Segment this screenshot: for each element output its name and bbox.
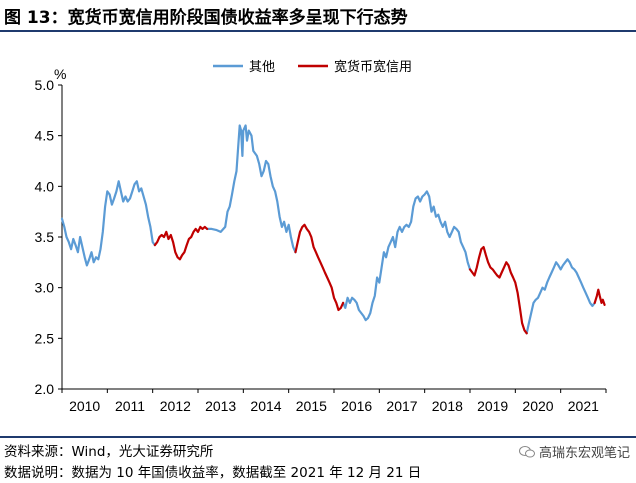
title-rule <box>0 30 636 32</box>
watermark: 高瑞东宏观笔记 <box>518 442 630 461</box>
legend-label: 宽货币宽信用 <box>334 59 412 75</box>
data-note: 数据说明：数据为 10 年国债收益率，数据截至 2021 年 12 月 21 日 <box>4 465 422 481</box>
watermark-text: 高瑞东宏观笔记 <box>538 446 630 461</box>
x-tick-label: 2018 <box>432 398 463 414</box>
series-line-other <box>342 190 472 322</box>
x-tick-label: 2015 <box>296 398 327 414</box>
x-tick-label: 2020 <box>522 398 553 414</box>
y-tick-label: 5.0 <box>35 77 55 93</box>
wechat-icon <box>518 445 535 457</box>
legend-label: 其他 <box>249 60 275 75</box>
figure-title: 图 13：宽货币宽信用阶段国债收益率多呈现下行态势 <box>4 8 408 28</box>
y-tick-label: 3.5 <box>35 229 55 245</box>
series-line-easing <box>593 288 606 306</box>
y-unit-label: % <box>54 66 66 82</box>
line-chart: 2.0 2.5 3.0 3.5 4.0 4.5 5.0% 2010 2011 2012 2013 20… <box>35 59 607 414</box>
y-tick-label: 2.5 <box>35 330 55 346</box>
series-line-easing <box>294 223 345 312</box>
x-tick-label: 2010 <box>69 398 100 414</box>
y-tick-label: 3.0 <box>35 280 55 296</box>
axes: 2.0 2.5 3.0 3.5 4.0 4.5 5.0% 2010 2011 2012 2013 20… <box>35 66 607 414</box>
series-line-easing <box>153 225 209 261</box>
x-tick-label: 2017 <box>386 398 417 414</box>
series-line-easing <box>468 246 528 335</box>
source-note: 资料来源：Wind，光大证券研究所 <box>4 444 214 460</box>
series-layer <box>60 124 606 335</box>
series-line-other <box>206 124 297 254</box>
y-tick-label: 2.0 <box>35 381 55 397</box>
x-tick-label: 2014 <box>250 398 281 414</box>
x-tick-label: 2021 <box>568 398 599 414</box>
x-tick-label: 2013 <box>205 398 236 414</box>
x-tick-label: 2012 <box>160 398 191 414</box>
series-line-other <box>525 258 596 335</box>
y-tick-label: 4.0 <box>35 178 55 194</box>
x-tick-label: 2016 <box>341 398 372 414</box>
legend: 其他 宽货币宽信用 <box>213 59 412 75</box>
footer-rule <box>0 436 636 438</box>
x-tick-label: 2011 <box>115 398 145 414</box>
x-tick-label: 2019 <box>477 398 508 414</box>
series-line-other <box>60 180 156 267</box>
y-tick-label: 4.5 <box>35 128 55 144</box>
